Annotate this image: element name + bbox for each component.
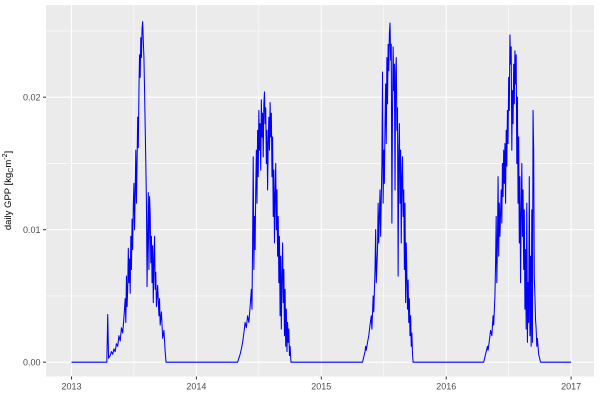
y-axis-tick-labels: 0.00 0.01 0.02 [23,92,41,367]
plot-panel [46,5,594,377]
x-tick-label: 2015 [311,382,331,392]
y-axis-title-part-1: C [8,168,15,173]
x-tick-label: 2014 [186,382,206,392]
x-tick-label: 2016 [436,382,456,392]
y-tick-label: 0.00 [23,357,41,367]
gpp-line-series [71,21,572,363]
y-axis-title-part-2: m [3,160,14,168]
y-axis-title-part-3: -2 [2,153,9,159]
y-axis-title-part-4: ] [3,151,14,154]
axis-tick-marks [43,96,572,380]
y-tick-label: 0.02 [23,92,41,102]
y-axis-title-part-0: daily GPP [kg [3,173,14,230]
x-tick-label: 2017 [561,382,581,392]
y-axis-title: daily GPP [kgCm-2] [2,151,15,230]
x-tick-label: 2013 [61,382,81,392]
x-axis-tick-labels: 2013 2014 2015 2016 2017 [61,382,581,392]
y-tick-label: 0.01 [23,225,41,235]
